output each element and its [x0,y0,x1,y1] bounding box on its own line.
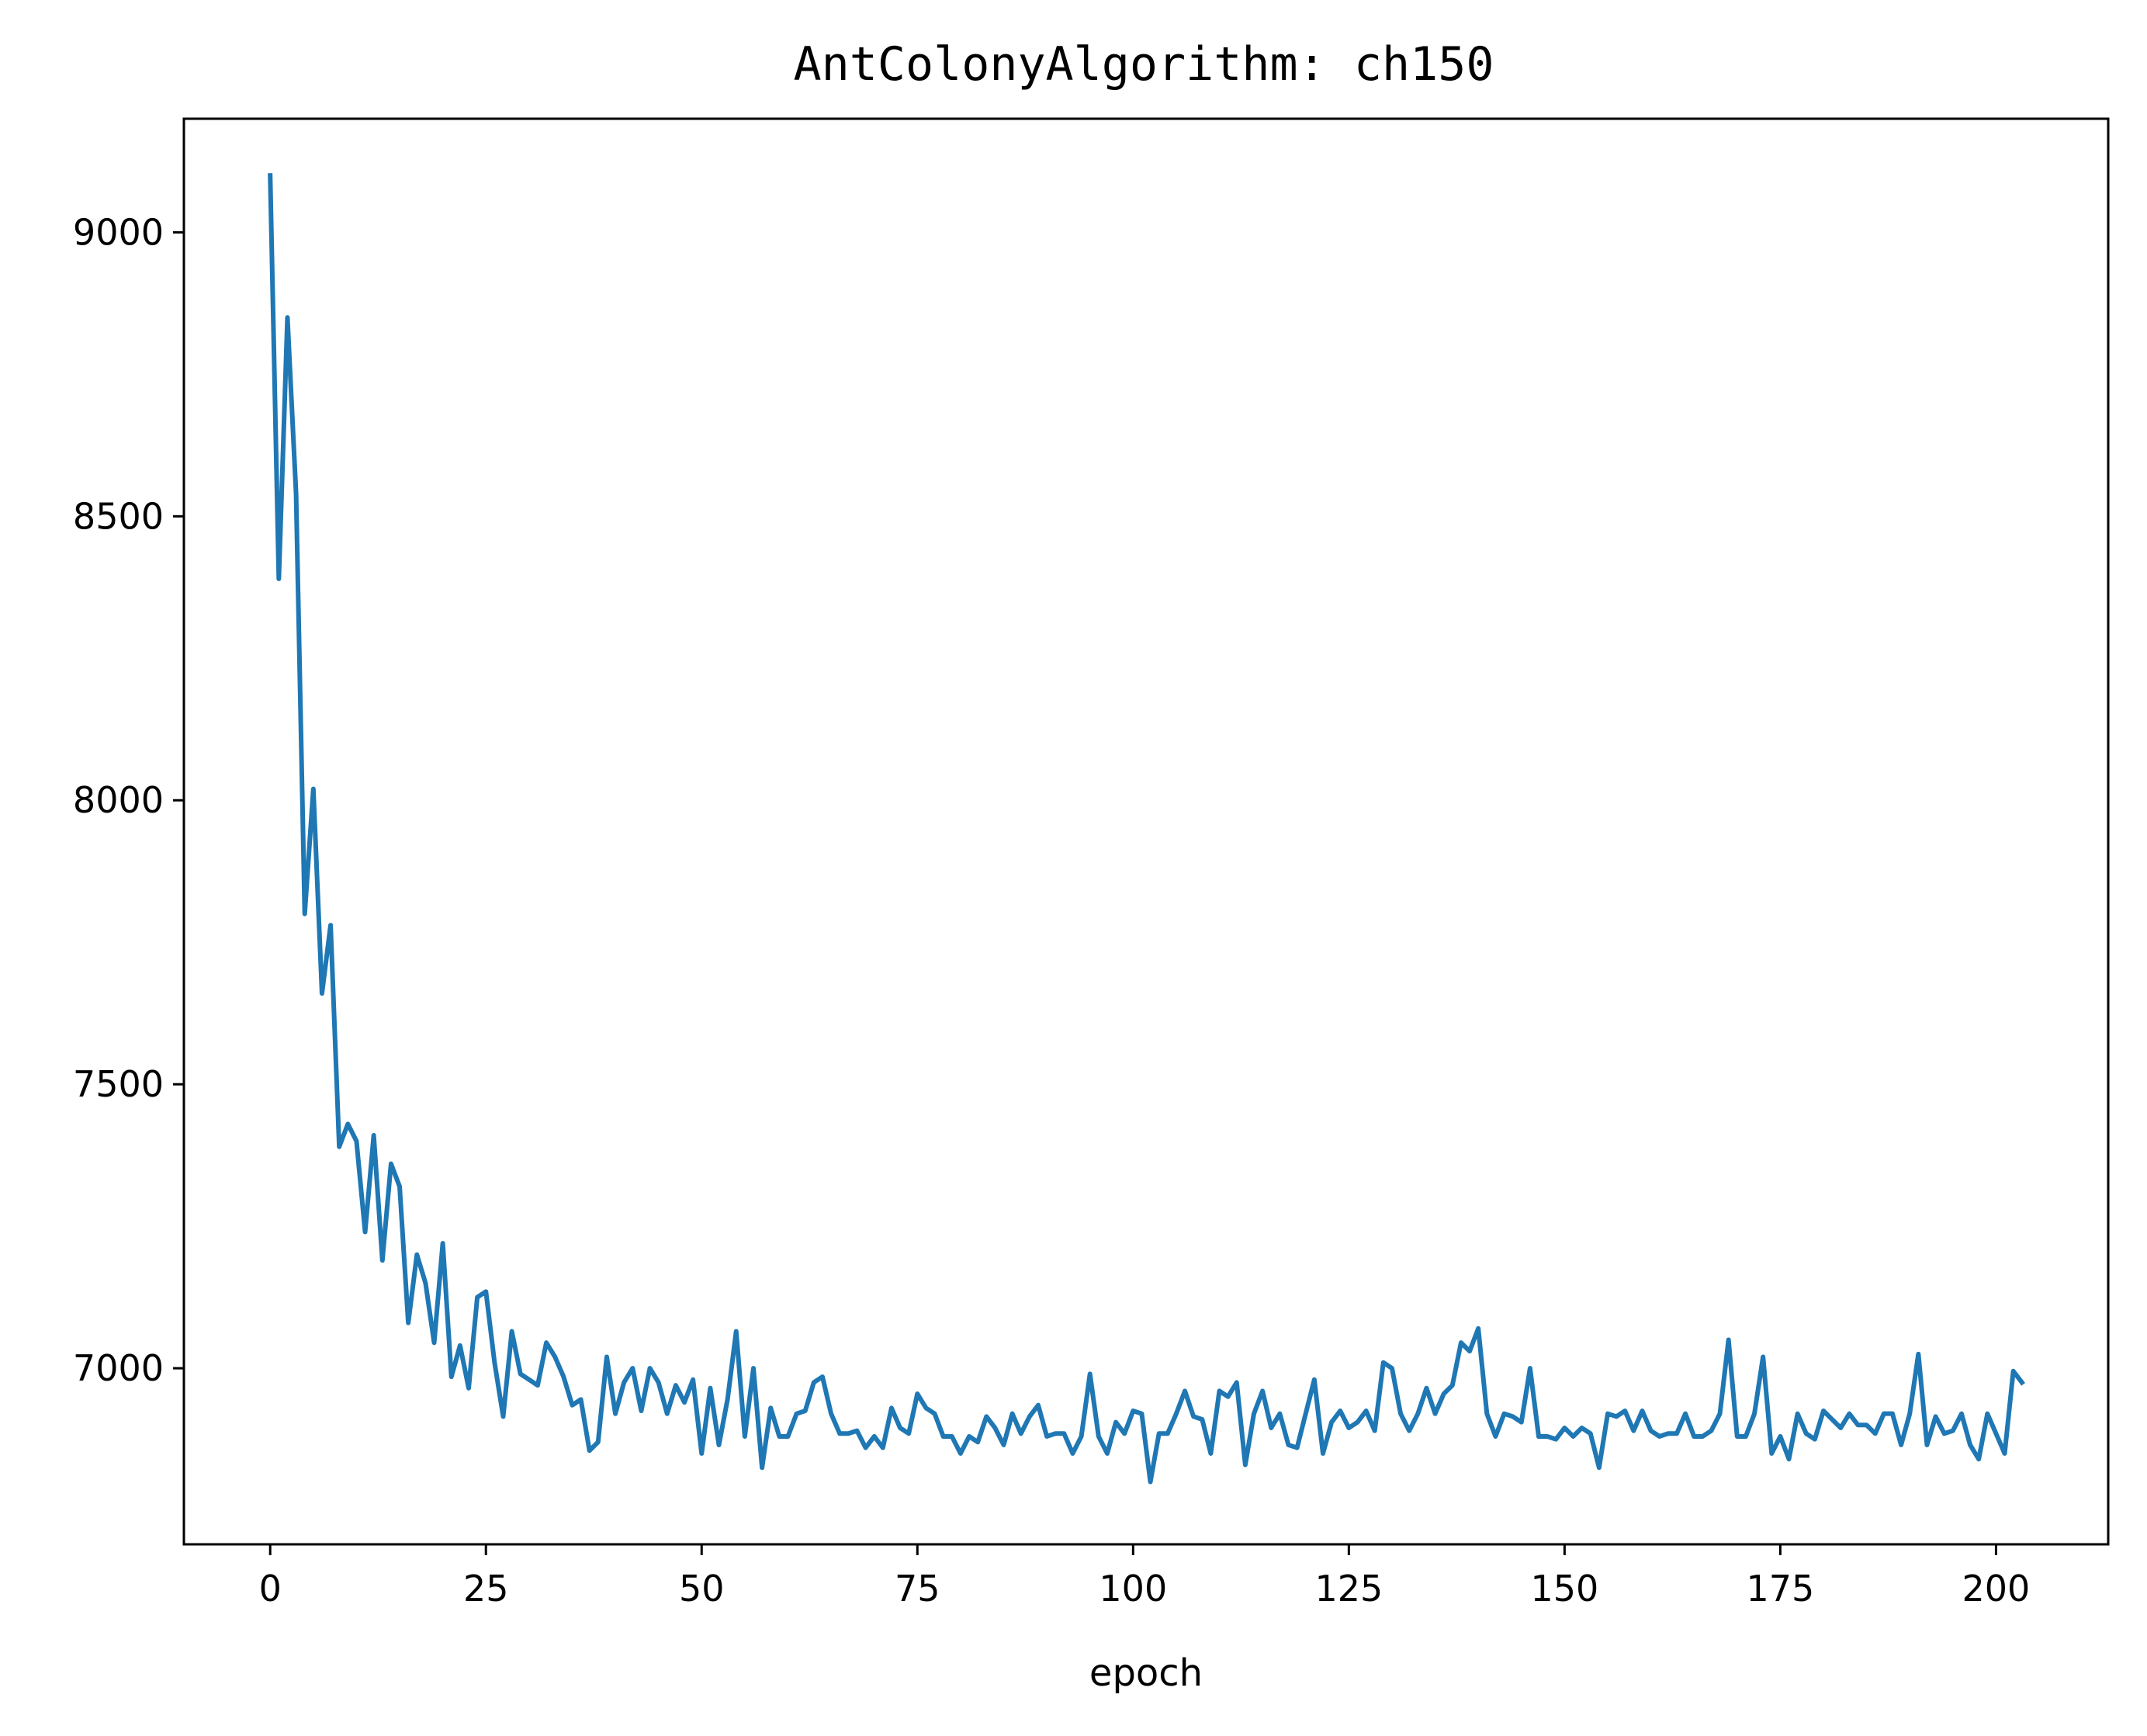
x-tick-label: 200 [1962,1568,2031,1610]
x-tick-label: 75 [895,1568,940,1610]
y-tick-label: 7500 [73,1063,164,1105]
x-tick-label: 0 [259,1568,282,1610]
plot-frame [182,117,2110,1546]
x-tick-label: 125 [1314,1568,1383,1610]
x-tick-label: 150 [1530,1568,1598,1610]
y-tick-label: 8000 [73,779,164,821]
y-axis: 7000 7500 8000 8500 9000 [73,211,184,1389]
y-tick-label: 9000 [73,211,164,253]
x-tick-label: 100 [1099,1568,1167,1610]
x-axis-label: epoch [1089,1651,1203,1695]
series-line [268,173,2025,1485]
y-tick-label: 7000 [73,1347,164,1389]
x-axis: 0 25 50 75 100 125 150 175 200 [259,1544,2031,1610]
chart-title: AntColonyAlgorithm: ch150 [793,37,1494,92]
y-tick-label: 8500 [73,495,164,537]
x-tick-label: 50 [679,1568,725,1610]
x-tick-label: 25 [463,1568,509,1610]
x-tick-label: 175 [1746,1568,1814,1610]
plot-area [182,117,2110,1546]
